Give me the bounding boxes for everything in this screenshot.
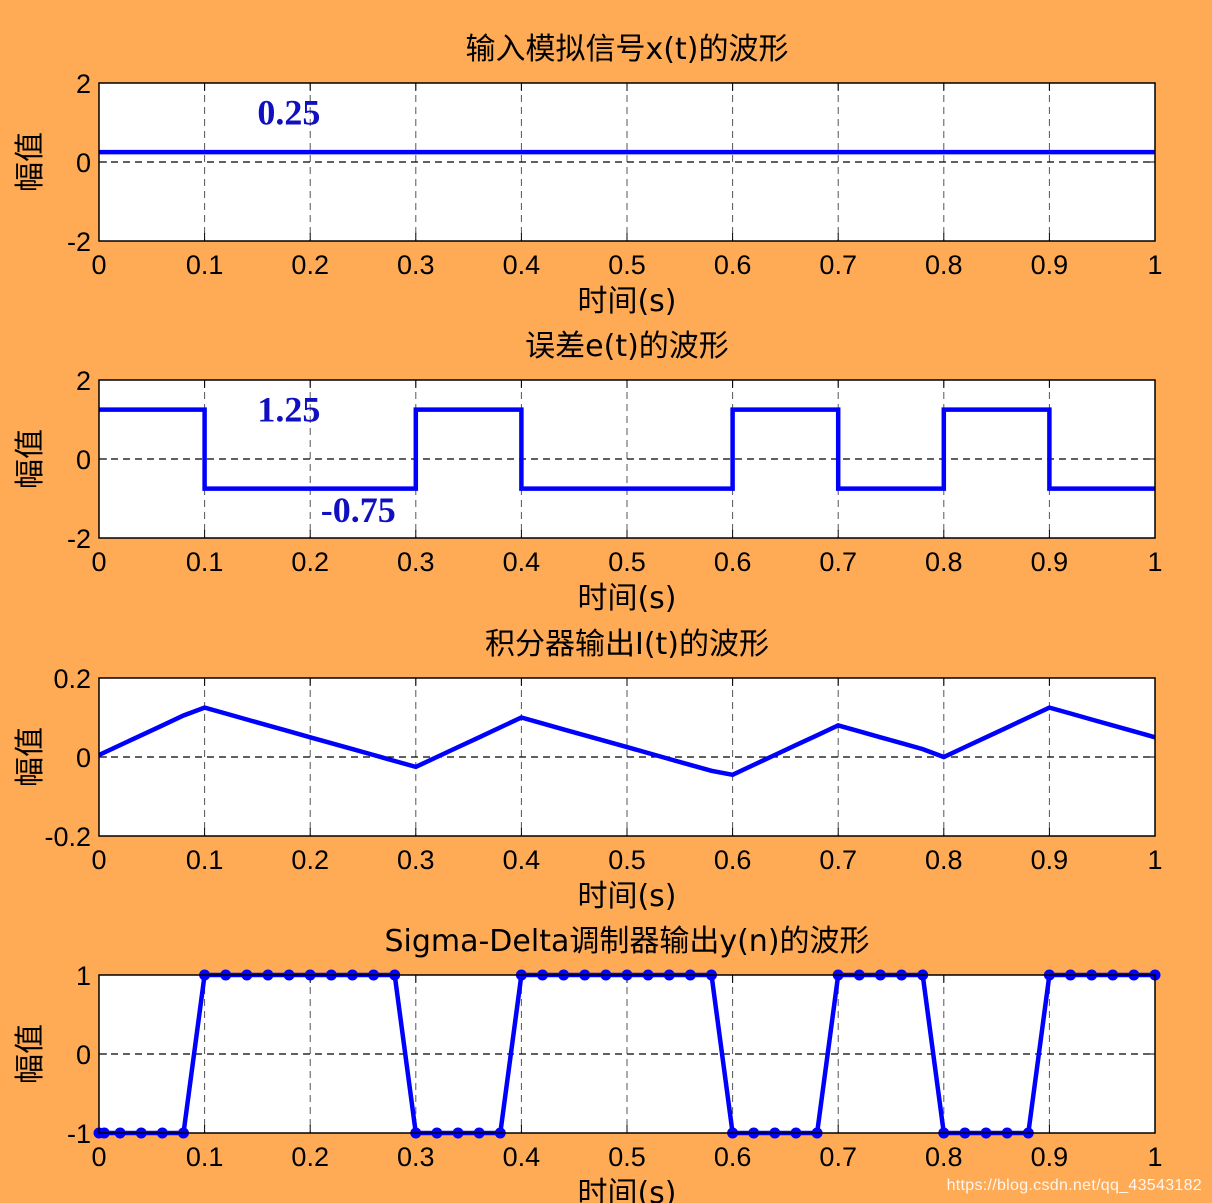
chart1-annotation: 0.25 bbox=[257, 92, 320, 132]
chart4-xtick-label: 0.9 bbox=[1031, 1142, 1069, 1172]
chart1-xtick-label: 0.2 bbox=[291, 250, 329, 280]
chart3-ytick-label: 0.2 bbox=[53, 664, 91, 694]
chart2-ytick-label: 2 bbox=[76, 366, 91, 396]
chart2-xtick-label: 0.2 bbox=[291, 547, 329, 577]
chart3-plot-border bbox=[98, 677, 1156, 837]
chart2-xtick-label: 0.4 bbox=[503, 547, 541, 577]
chart4-xtick-label: 0.6 bbox=[714, 1142, 752, 1172]
chart3-ylabel: 幅值 bbox=[13, 727, 48, 787]
chart3-xtick-label: 0.8 bbox=[925, 845, 963, 875]
chart2-xtick-label: 0 bbox=[91, 547, 106, 577]
chart4-xtick-label: 0 bbox=[91, 1142, 106, 1172]
chart3-xtick-label: 0.3 bbox=[397, 845, 435, 875]
chart2-ylabel: 幅值 bbox=[13, 429, 48, 489]
chart2-ytick-label: -2 bbox=[67, 524, 91, 554]
chart1-xtick-label: 0.9 bbox=[1031, 250, 1069, 280]
chart1-xtick-label: 0.6 bbox=[714, 250, 752, 280]
chart2-annotation: 1.25 bbox=[257, 389, 320, 429]
chart4-xtick-label: 0.5 bbox=[608, 1142, 646, 1172]
chart4-xtick-label: 0.7 bbox=[819, 1142, 857, 1172]
chart1-xtick-label: 0 bbox=[91, 250, 106, 280]
chart2-ytick-label: 0 bbox=[76, 445, 91, 475]
chart1-ytick-label: -2 bbox=[67, 227, 91, 257]
chart3-ytick-label: 0 bbox=[76, 743, 91, 773]
chart4-xtick-label: 0.4 bbox=[503, 1142, 541, 1172]
chart3-xtick-label: 0.5 bbox=[608, 845, 646, 875]
chart3-xtick-label: 0.7 bbox=[819, 845, 857, 875]
chart2-title: 误差e(t)的波形 bbox=[525, 329, 729, 364]
chart1-title: 输入模拟信号x(t)的波形 bbox=[466, 32, 789, 67]
chart1-plot-border bbox=[98, 82, 1156, 242]
chart1-xtick-label: 0.7 bbox=[819, 250, 857, 280]
chart4-ylabel: 幅值 bbox=[13, 1024, 48, 1084]
chart2-xtick-label: 0.8 bbox=[925, 547, 963, 577]
chart1-ytick-label: 2 bbox=[76, 69, 91, 99]
chart4-xlabel: 时间(s) bbox=[577, 1176, 676, 1203]
chart4-ytick-label: 0 bbox=[76, 1040, 91, 1070]
chart4-xtick-label: 0.1 bbox=[186, 1142, 224, 1172]
chart4-xtick-label: 0.3 bbox=[397, 1142, 435, 1172]
chart3-xtick-label: 1 bbox=[1147, 845, 1162, 875]
chart4-xtick-label: 0.2 bbox=[291, 1142, 329, 1172]
chart2-xtick-label: 0.5 bbox=[608, 547, 646, 577]
chart4-ytick-label: -1 bbox=[67, 1119, 91, 1149]
chart2-xtick-label: 1 bbox=[1147, 547, 1162, 577]
chart2-xlabel: 时间(s) bbox=[577, 581, 676, 616]
chart3-xlabel: 时间(s) bbox=[577, 879, 676, 914]
chart2-xtick-label: 0.3 bbox=[397, 547, 435, 577]
watermark: https://blog.csdn.net/qq_43543182 bbox=[946, 1177, 1202, 1194]
chart1-xtick-label: 0.4 bbox=[503, 250, 541, 280]
chart1-xtick-label: 0.3 bbox=[397, 250, 435, 280]
chart3-xtick-label: 0 bbox=[91, 845, 106, 875]
chart3-xtick-label: 0.2 bbox=[291, 845, 329, 875]
chart4-xtick-label: 1 bbox=[1147, 1142, 1162, 1172]
chart1-xtick-label: 0.8 bbox=[925, 250, 963, 280]
chart2-xtick-label: 0.1 bbox=[186, 547, 224, 577]
chart4-xtick-label: 0.8 bbox=[925, 1142, 963, 1172]
chart3-xtick-label: 0.4 bbox=[503, 845, 541, 875]
chart2-xtick-label: 0.9 bbox=[1031, 547, 1069, 577]
chart3-xtick-label: 0.6 bbox=[714, 845, 752, 875]
chart3-ytick-label: -0.2 bbox=[44, 822, 91, 852]
chart2-plot-border bbox=[98, 379, 1156, 539]
chart2-xtick-label: 0.7 bbox=[819, 547, 857, 577]
chart1-xtick-label: 0.1 bbox=[186, 250, 224, 280]
chart3-xtick-label: 0.9 bbox=[1031, 845, 1069, 875]
chart1-xtick-label: 1 bbox=[1147, 250, 1162, 280]
chart3-series-line bbox=[98, 705, 1156, 778]
chart1-xlabel: 时间(s) bbox=[577, 284, 676, 319]
chart4-plot-border bbox=[98, 974, 1156, 1134]
chart3-xtick-label: 0.1 bbox=[186, 845, 224, 875]
chart1-xtick-label: 0.5 bbox=[608, 250, 646, 280]
chart2-series-line bbox=[99, 407, 1155, 491]
chart2-xtick-label: 0.6 bbox=[714, 547, 752, 577]
chart3-title: 积分器输出I(t)的波形 bbox=[485, 627, 769, 662]
chart4-ytick-label: 1 bbox=[76, 961, 91, 991]
chart4-title: Sigma-Delta调制器输出y(n)的波形 bbox=[384, 924, 869, 959]
chart2-annotation: -0.75 bbox=[321, 490, 396, 530]
chart1-ytick-label: 0 bbox=[76, 148, 91, 178]
chart1-ylabel: 幅值 bbox=[13, 132, 48, 192]
